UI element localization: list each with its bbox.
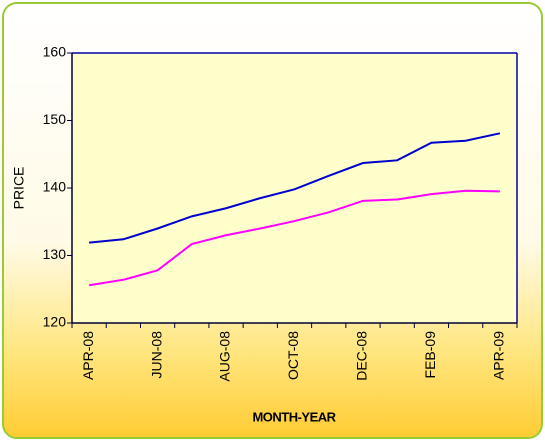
x-tick-label: APR-09	[491, 331, 507, 380]
y-tick-label: 130	[43, 246, 67, 262]
y-tick-label: 140	[43, 179, 67, 195]
y-tick-label: 160	[43, 44, 67, 60]
plot-area	[72, 53, 517, 323]
x-tick-label: OCT-08	[285, 331, 301, 380]
y-axis-title: PRICE	[11, 167, 27, 210]
x-tick-label: AUG-08	[217, 331, 233, 382]
x-tick-label: DEC-08	[354, 331, 370, 381]
x-axis-title: MONTH-YEAR	[252, 409, 336, 424]
series-line	[89, 132, 501, 244]
y-tick-label: 120	[43, 314, 67, 330]
x-tick-label: APR-08	[80, 331, 96, 380]
x-tick-label: FEB-09	[422, 331, 438, 379]
y-tick-label: 150	[43, 111, 67, 127]
x-tick-label: JUN-08	[148, 331, 164, 379]
series-line	[88, 189, 500, 287]
